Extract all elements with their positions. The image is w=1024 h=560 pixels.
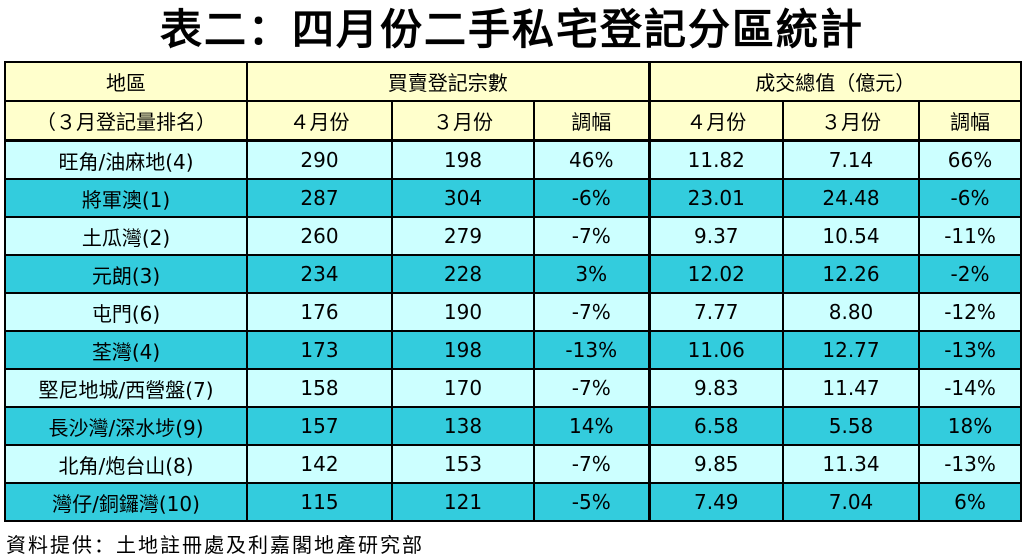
cell-val-mar: 7.04 — [782, 482, 921, 522]
cell-val-change: -6% — [918, 178, 1023, 218]
cell-val-change: 66% — [918, 139, 1023, 180]
table-row: 長沙灣/深水埗(9) 157 138 14% 6.58 5.58 18% — [4, 406, 1023, 446]
cell-district: 屯門(6) — [4, 292, 248, 332]
cell-val-change: -13% — [918, 330, 1023, 370]
cell-tx-mar: 228 — [391, 254, 535, 294]
cell-val-apr: 12.02 — [647, 254, 785, 294]
cell-tx-apr: 176 — [246, 292, 393, 332]
cell-val-change: -12% — [918, 292, 1023, 332]
header-row-2: （３月登記量排名） ４月份 ３月份 調幅 ４月份 ３月份 調幅 — [4, 100, 1023, 142]
cell-val-apr: 9.37 — [647, 216, 785, 256]
cell-val-apr: 9.83 — [647, 368, 785, 408]
cell-tx-mar: 279 — [391, 216, 535, 256]
cell-district: 將軍澳(1) — [4, 178, 248, 218]
cell-val-apr: 11.06 — [647, 330, 785, 370]
cell-district: 北角/炮台山(8) — [4, 444, 248, 484]
cell-tx-mar: 121 — [391, 482, 535, 522]
header-tx-mar: ３月份 — [391, 100, 535, 142]
cell-tx-change: -13% — [532, 330, 651, 370]
cell-tx-apr: 115 — [246, 482, 393, 522]
cell-tx-apr: 158 — [246, 368, 393, 408]
table-row: 荃灣(4) 173 198 -13% 11.06 12.77 -13% — [4, 330, 1023, 370]
cell-tx-apr: 157 — [246, 406, 393, 446]
cell-val-change: -14% — [918, 368, 1023, 408]
table-row: 土瓜灣(2) 260 279 -7% 9.37 10.54 -11% — [4, 216, 1023, 256]
table-row: 將軍澳(1) 287 304 -6% 23.01 24.48 -6% — [4, 178, 1023, 218]
page-title: 表二：四月份二手私宅登記分區統計 — [159, 5, 864, 54]
cell-tx-apr: 142 — [246, 444, 393, 484]
cell-tx-change: -7% — [532, 444, 651, 484]
cell-tx-change: -7% — [532, 216, 651, 256]
header-value: 成交總值（億元） — [647, 61, 1023, 102]
cell-val-apr: 7.77 — [647, 292, 785, 332]
cell-tx-apr: 287 — [246, 178, 393, 218]
cell-tx-mar: 153 — [391, 444, 535, 484]
cell-tx-change: -6% — [532, 178, 651, 218]
cell-tx-mar: 138 — [391, 406, 535, 446]
cell-val-mar: 11.34 — [782, 444, 921, 484]
cell-val-change: -13% — [918, 444, 1023, 484]
cell-val-apr: 6.58 — [647, 406, 785, 446]
cell-tx-apr: 290 — [246, 139, 393, 180]
cell-val-change: 6% — [918, 482, 1023, 522]
cell-tx-change: 46% — [532, 139, 651, 180]
header-val-change: 調幅 — [918, 100, 1023, 142]
cell-tx-mar: 198 — [391, 330, 535, 370]
header-tx-change: 調幅 — [532, 100, 651, 142]
header-val-mar: ３月份 — [782, 100, 921, 142]
cell-val-mar: 24.48 — [782, 178, 921, 218]
source-note: 資料提供：土地註冊處及利嘉閣地產研究部 — [6, 533, 424, 557]
cell-district: 荃灣(4) — [4, 330, 248, 370]
table-row: 堅尼地城/西營盤(7) 158 170 -7% 9.83 11.47 -14% — [4, 368, 1023, 408]
cell-district: 旺角/油麻地(4) — [4, 139, 248, 180]
cell-tx-mar: 190 — [391, 292, 535, 332]
cell-val-change: 18% — [918, 406, 1023, 446]
district-stats-table: 地區 買賣登記宗數 成交總值（億元） （３月登記量排名） ４月份 ３月份 調幅 … — [4, 61, 1023, 522]
cell-district: 灣仔/銅鑼灣(10) — [4, 482, 248, 522]
cell-val-mar: 12.77 — [782, 330, 921, 370]
cell-val-mar: 11.47 — [782, 368, 921, 408]
header-transactions: 買賣登記宗數 — [245, 61, 651, 102]
table-row: 北角/炮台山(8) 142 153 -7% 9.85 11.34 -13% — [4, 444, 1023, 484]
cell-val-mar: 5.58 — [782, 406, 921, 446]
header-rank-note: （３月登記量排名） — [4, 100, 248, 142]
cell-tx-change: 14% — [532, 406, 651, 446]
table-row: 灣仔/銅鑼灣(10) 115 121 -5% 7.49 7.04 6% — [4, 482, 1023, 522]
header-tx-apr: ４月份 — [246, 100, 393, 142]
cell-val-mar: 10.54 — [782, 216, 921, 256]
cell-tx-mar: 304 — [391, 178, 535, 218]
header-val-apr: ４月份 — [647, 100, 785, 142]
cell-district: 長沙灣/深水埗(9) — [4, 406, 248, 446]
cell-tx-apr: 260 — [246, 216, 393, 256]
cell-tx-apr: 173 — [246, 330, 393, 370]
cell-tx-mar: 198 — [391, 139, 535, 180]
cell-district: 堅尼地城/西營盤(7) — [4, 368, 248, 408]
table-row: 元朗(3) 234 228 3% 12.02 12.26 -2% — [4, 254, 1023, 294]
cell-tx-change: 3% — [532, 254, 651, 294]
cell-tx-change: -7% — [532, 292, 651, 332]
table-row: 屯門(6) 176 190 -7% 7.77 8.80 -12% — [4, 292, 1023, 332]
table-row: 旺角/油麻地(4) 290 198 46% 11.82 7.14 66% — [4, 139, 1023, 180]
cell-val-mar: 8.80 — [782, 292, 921, 332]
cell-tx-change: -7% — [532, 368, 651, 408]
cell-val-apr: 11.82 — [647, 139, 785, 180]
cell-val-mar: 12.26 — [782, 254, 921, 294]
cell-val-change: -11% — [918, 216, 1023, 256]
cell-val-mar: 7.14 — [782, 139, 921, 180]
cell-val-apr: 23.01 — [647, 178, 785, 218]
cell-tx-change: -5% — [532, 482, 651, 522]
cell-val-apr: 7.49 — [647, 482, 785, 522]
cell-val-change: -2% — [918, 254, 1023, 294]
cell-district: 土瓜灣(2) — [4, 216, 248, 256]
cell-district: 元朗(3) — [4, 254, 248, 294]
header-district: 地區 — [4, 61, 248, 102]
cell-val-apr: 9.85 — [647, 444, 785, 484]
cell-tx-apr: 234 — [246, 254, 393, 294]
header-row-1: 地區 買賣登記宗數 成交總值（億元） — [4, 61, 1023, 102]
cell-tx-mar: 170 — [391, 368, 535, 408]
